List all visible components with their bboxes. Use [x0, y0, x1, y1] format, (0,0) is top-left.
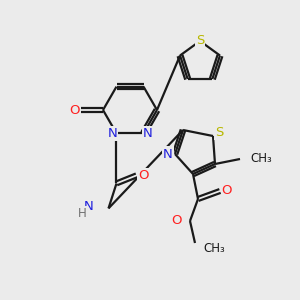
- Text: N: N: [163, 148, 173, 160]
- Text: O: O: [222, 184, 232, 197]
- Text: N: N: [84, 200, 94, 213]
- Text: O: O: [69, 103, 79, 116]
- Text: N: N: [142, 127, 152, 140]
- Text: CH₃: CH₃: [250, 152, 272, 166]
- Text: N: N: [108, 127, 117, 140]
- Text: O: O: [172, 214, 182, 227]
- Text: CH₃: CH₃: [203, 242, 225, 254]
- Text: S: S: [196, 34, 204, 46]
- Text: H: H: [78, 207, 86, 220]
- Text: S: S: [215, 125, 223, 139]
- Text: O: O: [138, 169, 149, 182]
